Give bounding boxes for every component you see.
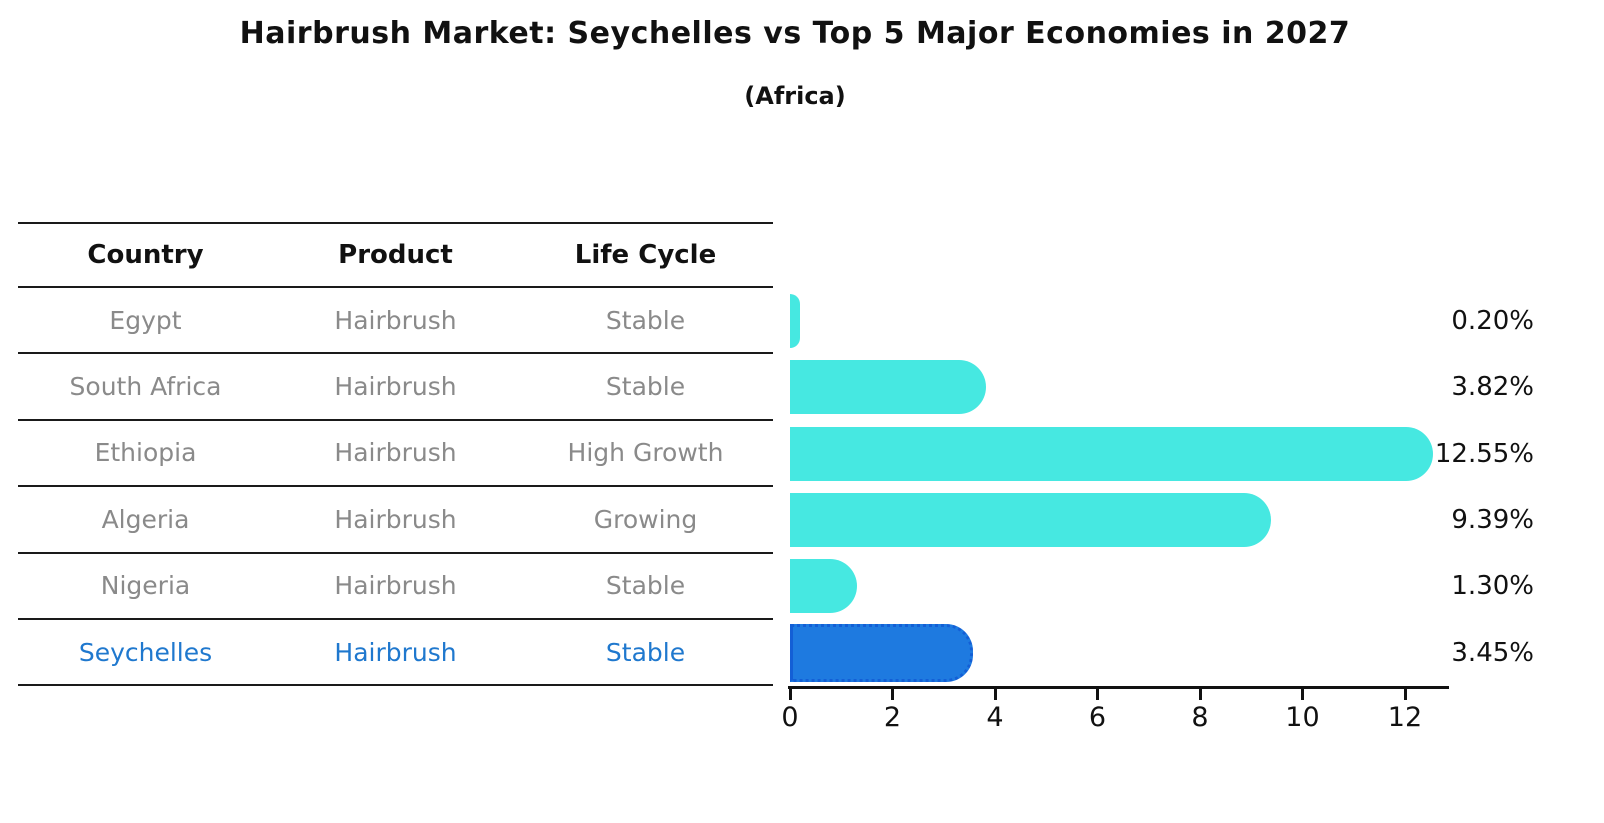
product-cell: Hairbrush (334, 372, 457, 402)
value-label-column: 0.20% 3.82% 12.55% 9.39% 1.30% 3.45% (1434, 288, 1534, 686)
product-cell: Hairbrush (334, 504, 457, 534)
bar-seychelles (790, 623, 973, 682)
bar-plot-area (790, 288, 1447, 686)
chart-title: Hairbrush Market: Seychelles vs Top 5 Ma… (239, 16, 1351, 51)
bar-ethiopia (790, 426, 1434, 481)
table-row: South Africa Hairbrush Stable (18, 354, 773, 421)
lifecycle-cell: Stable (605, 305, 686, 335)
country-cell: South Africa (69, 372, 222, 402)
column-header-lifecycle: Life Cycle (574, 240, 717, 270)
column-header-country: Country (87, 240, 204, 270)
value-label: 1.30% (1451, 571, 1534, 602)
value-label: 3.45% (1451, 637, 1534, 668)
chart-subtitle: (Africa) (744, 82, 846, 110)
x-axis-tick-label: 8 (1191, 702, 1209, 733)
bar-nigeria (790, 559, 857, 614)
table-header-row: Country Product Life Cycle (18, 222, 773, 288)
x-axis-tick (789, 689, 792, 700)
table-row-seychelles: Seychelles Hairbrush Stable (18, 620, 773, 687)
column-header-product: Product (338, 240, 453, 270)
bar-band (790, 288, 1447, 354)
country-cell: Algeria (101, 504, 190, 534)
product-cell: Hairbrush (334, 637, 457, 667)
product-cell: Hairbrush (334, 438, 457, 468)
value-label: 3.82% (1451, 372, 1534, 403)
x-axis-tick-label: 10 (1285, 702, 1320, 733)
x-axis-tick (1301, 689, 1305, 700)
country-cell: Nigeria (100, 571, 191, 601)
bar-band (790, 421, 1447, 487)
value-label: 12.55% (1434, 438, 1534, 469)
x-axis-tick (993, 689, 997, 700)
bar-algeria (790, 492, 1272, 547)
country-table: Country Product Life Cycle Egypt Hairbru… (18, 222, 773, 687)
table-row: Nigeria Hairbrush Stable (18, 554, 773, 620)
x-axis-tick (1403, 689, 1407, 700)
country-cell: Ethiopia (94, 438, 197, 468)
product-cell: Hairbrush (334, 305, 457, 335)
lifecycle-cell: High Growth (567, 438, 724, 468)
lifecycle-cell: Growing (593, 504, 698, 534)
lifecycle-cell: Stable (605, 571, 686, 601)
x-axis-tick-label: 4 (986, 702, 1004, 733)
bar-south-africa (790, 360, 986, 415)
table-row: Ethiopia Hairbrush High Growth (18, 421, 773, 488)
x-axis-tick (1096, 689, 1100, 700)
x-axis-line (788, 686, 1449, 689)
lifecycle-cell: Stable (605, 372, 686, 402)
country-cell: Seychelles (78, 637, 213, 667)
x-axis-tick-label: 12 (1387, 702, 1423, 733)
value-label: 0.20% (1451, 306, 1534, 337)
country-cell: Egypt (109, 305, 182, 335)
x-axis-tick-label: 0 (781, 702, 799, 733)
product-cell: Hairbrush (334, 571, 457, 601)
bar-band (790, 487, 1447, 553)
bar-band (790, 354, 1447, 420)
lifecycle-cell: Stable (605, 637, 686, 667)
bar-egypt (790, 294, 801, 348)
x-axis-tick-label: 6 (1088, 702, 1107, 733)
value-label: 9.39% (1451, 505, 1534, 536)
bar-band (790, 553, 1447, 619)
table-row: Algeria Hairbrush Growing (18, 487, 773, 554)
bar-band (790, 620, 1447, 686)
x-axis-tick-label: 2 (883, 702, 902, 733)
table-row: Egypt Hairbrush Stable (18, 288, 773, 355)
x-axis-tick (1198, 689, 1202, 700)
x-axis-tick (891, 689, 895, 700)
